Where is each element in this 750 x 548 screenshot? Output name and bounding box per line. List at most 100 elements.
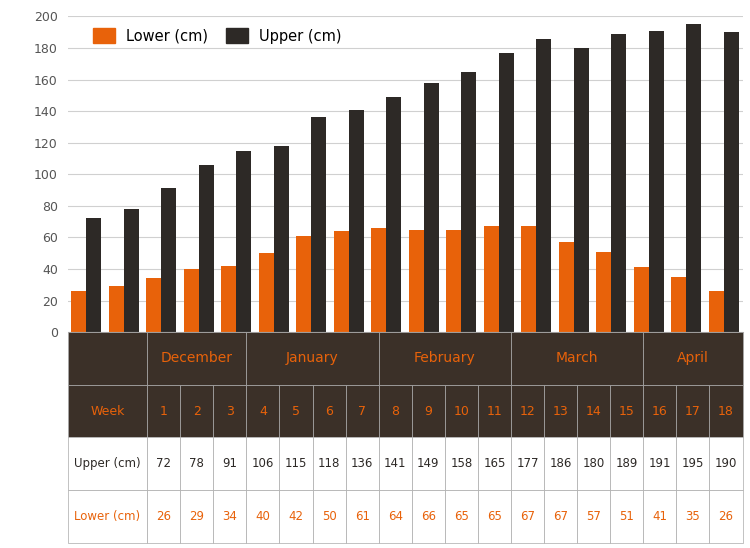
FancyBboxPatch shape [280, 437, 313, 490]
FancyBboxPatch shape [346, 385, 379, 437]
FancyBboxPatch shape [68, 332, 147, 385]
Text: 41: 41 [652, 510, 668, 523]
Text: 18: 18 [718, 404, 734, 418]
FancyBboxPatch shape [412, 385, 445, 437]
FancyBboxPatch shape [213, 490, 246, 543]
Text: 3: 3 [226, 404, 234, 418]
FancyBboxPatch shape [280, 385, 313, 437]
Text: 190: 190 [715, 457, 737, 470]
FancyBboxPatch shape [379, 490, 412, 543]
FancyBboxPatch shape [147, 437, 180, 490]
FancyBboxPatch shape [445, 385, 478, 437]
Bar [709, 291, 724, 332]
FancyBboxPatch shape [610, 385, 644, 437]
Bar [424, 83, 439, 332]
FancyBboxPatch shape [68, 385, 147, 437]
FancyBboxPatch shape [213, 437, 246, 490]
FancyBboxPatch shape [246, 385, 280, 437]
Text: 64: 64 [388, 510, 403, 523]
Bar [409, 230, 424, 332]
Text: 78: 78 [189, 457, 204, 470]
Bar [521, 226, 536, 332]
FancyBboxPatch shape [544, 437, 578, 490]
Text: 42: 42 [289, 510, 304, 523]
FancyBboxPatch shape [246, 332, 379, 385]
FancyBboxPatch shape [280, 490, 313, 543]
Text: 12: 12 [520, 404, 536, 418]
FancyBboxPatch shape [213, 385, 246, 437]
FancyBboxPatch shape [445, 490, 478, 543]
Text: 136: 136 [351, 457, 374, 470]
Text: 118: 118 [318, 457, 340, 470]
FancyBboxPatch shape [676, 490, 710, 543]
Text: 72: 72 [156, 457, 171, 470]
FancyBboxPatch shape [246, 437, 280, 490]
FancyBboxPatch shape [710, 385, 742, 437]
Text: February: February [414, 351, 476, 366]
Bar [161, 189, 176, 332]
FancyBboxPatch shape [610, 490, 644, 543]
Text: January: January [286, 351, 339, 366]
Bar [349, 110, 364, 332]
Bar [671, 277, 686, 332]
Text: 14: 14 [586, 404, 602, 418]
Bar [124, 209, 139, 332]
FancyBboxPatch shape [544, 385, 578, 437]
Bar [574, 48, 589, 332]
Text: 189: 189 [616, 457, 638, 470]
Bar [724, 32, 739, 332]
FancyBboxPatch shape [379, 332, 511, 385]
FancyBboxPatch shape [478, 385, 511, 437]
Text: Lower (cm): Lower (cm) [74, 510, 140, 523]
FancyBboxPatch shape [644, 385, 676, 437]
Text: 6: 6 [326, 404, 333, 418]
Text: December: December [160, 351, 232, 366]
Text: 165: 165 [483, 457, 506, 470]
FancyBboxPatch shape [147, 332, 246, 385]
Bar [611, 34, 626, 332]
Text: Week: Week [90, 404, 124, 418]
Bar [71, 291, 86, 332]
FancyBboxPatch shape [676, 437, 710, 490]
FancyBboxPatch shape [379, 385, 412, 437]
Text: April: April [677, 351, 709, 366]
Bar [334, 231, 349, 332]
FancyBboxPatch shape [578, 437, 610, 490]
Bar [259, 253, 274, 332]
Text: 180: 180 [583, 457, 604, 470]
Text: 10: 10 [454, 404, 470, 418]
Text: 158: 158 [450, 457, 472, 470]
Bar [296, 236, 311, 332]
Text: 29: 29 [189, 510, 204, 523]
FancyBboxPatch shape [68, 490, 147, 543]
Text: 106: 106 [252, 457, 274, 470]
Text: 67: 67 [520, 510, 535, 523]
Text: 35: 35 [686, 510, 700, 523]
FancyBboxPatch shape [511, 332, 644, 385]
Text: 2: 2 [193, 404, 201, 418]
FancyBboxPatch shape [710, 437, 742, 490]
Bar [386, 97, 401, 332]
FancyBboxPatch shape [412, 437, 445, 490]
FancyBboxPatch shape [246, 490, 280, 543]
FancyBboxPatch shape [412, 490, 445, 543]
Bar [109, 286, 124, 332]
FancyBboxPatch shape [511, 490, 544, 543]
Text: 4: 4 [259, 404, 267, 418]
Text: 9: 9 [424, 404, 432, 418]
Text: 177: 177 [516, 457, 538, 470]
Text: 149: 149 [417, 457, 440, 470]
Text: 65: 65 [487, 510, 502, 523]
Text: 67: 67 [553, 510, 568, 523]
Bar [371, 228, 386, 332]
FancyBboxPatch shape [147, 490, 180, 543]
Bar [236, 151, 251, 332]
Text: 61: 61 [355, 510, 370, 523]
Text: 1: 1 [160, 404, 168, 418]
Text: 40: 40 [256, 510, 270, 523]
Text: 50: 50 [322, 510, 337, 523]
FancyBboxPatch shape [313, 490, 346, 543]
FancyBboxPatch shape [644, 437, 676, 490]
Bar [536, 38, 551, 332]
Bar [274, 146, 289, 332]
